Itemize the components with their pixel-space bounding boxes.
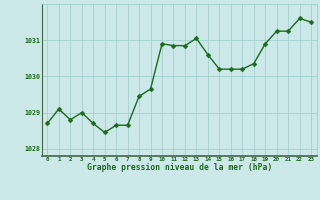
X-axis label: Graphe pression niveau de la mer (hPa): Graphe pression niveau de la mer (hPa) (87, 163, 272, 172)
